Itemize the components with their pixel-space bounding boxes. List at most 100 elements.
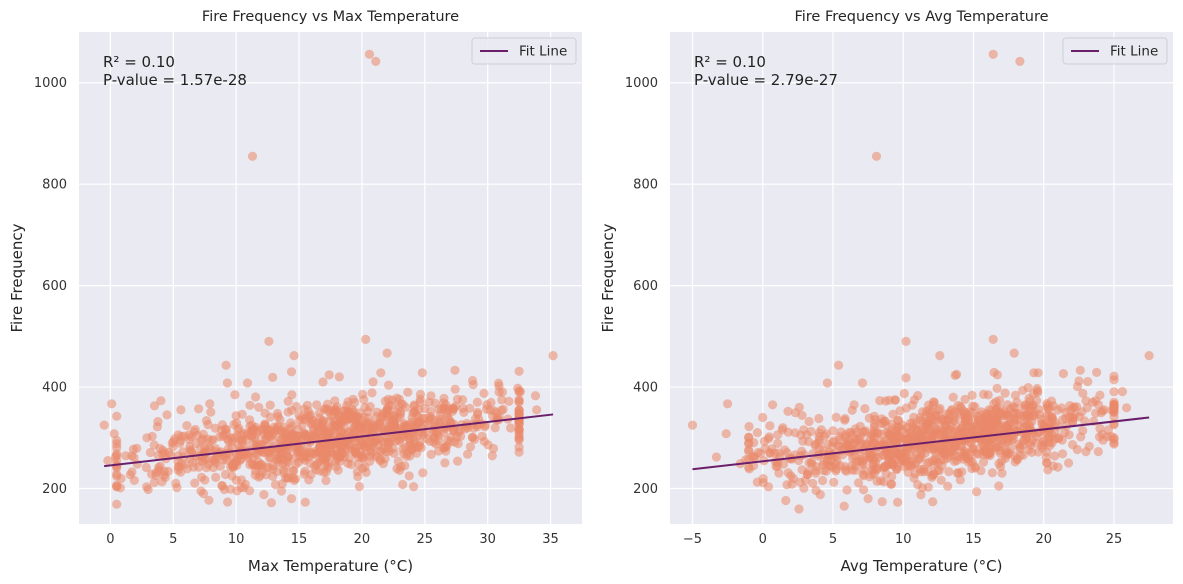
max-temp-data-point [194,404,204,414]
avg-temp-data-point [948,392,958,402]
avg-temp-data-point [1015,442,1025,452]
avg-temp-data-point [829,477,839,487]
avg-temp-data-point [778,423,788,433]
avg-temp-data-point [1109,371,1119,381]
max-temp-data-point [107,399,117,409]
avg-temp-data-point [988,49,998,59]
avg-temp-data-point [850,451,860,462]
avg-temp-data-point [995,395,1005,405]
max-temp-data-point [231,456,241,467]
avg-temp-data-point [839,501,849,511]
max-temp-data-point [291,401,301,412]
max-temp-data-point [322,399,333,409]
max-temp-data-point [486,397,496,408]
max-temp-data-point [289,351,299,361]
max-temp-data-point [159,466,169,477]
max-temp-data-point [158,445,168,455]
avg-temp-fit-line-group [692,416,1150,471]
max-temp-y-tick-label: 200 [42,482,67,497]
max-temp-data-point [344,440,354,450]
max-temp-data-point [352,413,362,423]
avg-temp-data-point [1000,388,1010,398]
max-temp-data-point [548,351,558,361]
avg-temp-data-point [1061,414,1071,424]
avg-temp-data-point [855,432,865,442]
max-temp-data-point [312,400,322,410]
max-temp-data-point [194,462,204,472]
avg-temp-y-tick-label: 200 [633,482,658,497]
avg-temp-data-point [799,483,809,493]
avg-temp-data-point [957,423,967,433]
max-temp-data-point [318,377,328,387]
avg-temp-points [687,49,1154,514]
max-temp-data-point [141,462,151,473]
max-temp-y-tick-label: 800 [42,178,67,193]
avg-temp-legend-box [1062,37,1168,65]
avg-temp-data-point [996,461,1006,472]
max-temp-x-tick-label: 30 [479,532,496,547]
max-temp-data-point [483,440,493,450]
avg-temp-data-point [880,416,890,426]
avg-temp-data-point [1047,412,1057,422]
max-temp-data-point [231,411,241,421]
max-temp-data-point [142,433,152,443]
max-temp-data-point [467,432,477,442]
max-temp-data-point [221,360,231,370]
avg-temp-data-point [865,451,875,461]
avg-temp-data-point [850,461,861,471]
max-temp-data-point [116,473,126,484]
max-temp-data-point [532,405,542,415]
max-temp-data-point [353,472,363,482]
avg-temp-data-point [912,426,922,436]
avg-temp-data-point [818,460,828,470]
avg-temp-data-point [895,406,905,416]
avg-temp-y-tick-label: 400 [633,381,658,396]
max-temp-data-point [431,439,441,449]
avg-temp-data-point [744,462,754,472]
max-temp-data-point [110,452,121,462]
max-temp-data-point [283,396,293,406]
avg-temp-data-point [773,438,783,448]
avg-temp-data-point [928,497,938,507]
max-temp-data-point [358,389,368,399]
max-temp-data-point [206,407,216,417]
avg-temp-data-point [797,410,807,420]
avg-temp-data-point [873,463,883,473]
avg-temp-data-point [858,469,868,479]
max-temp-data-point [257,462,267,472]
max-temp-data-point [336,426,346,436]
max-temp-data-point [377,418,387,428]
max-temp-data-point [396,462,406,472]
avg-temp-data-point [954,408,964,418]
avg-temp-data-point [744,439,754,449]
avg-temp-data-point [786,471,796,481]
avg-temp-x-tick-label: 20 [1035,532,1052,547]
max-temp-data-point [284,452,294,462]
max-temp-data-point [384,446,394,456]
avg-temp-data-point [1065,405,1076,415]
max-temp-data-point [491,408,502,418]
avg-temp-data-point [967,463,977,474]
avg-temp-y-tick-label: 600 [633,279,658,294]
avg-temp-data-point [853,478,864,488]
avg-temp-data-point [991,413,1001,423]
avg-temp-data-point [901,373,911,383]
max-temp-data-point [204,495,214,505]
max-temp-data-point [359,412,369,422]
max-temp-data-point [227,471,237,481]
avg-temp-data-point [992,370,1002,380]
max-temp-data-point [367,388,377,398]
max-temp-data-point [149,401,160,411]
max-temp-data-point [472,397,482,407]
max-temp-data-point [404,441,414,451]
max-temp-data-point [176,405,186,415]
max-temp-data-point [473,409,483,419]
max-temp-data-point [236,475,247,485]
max-temp-data-point [333,465,343,475]
avg-temp-data-point [917,407,928,417]
max-temp-data-point [321,475,331,486]
max-temp-data-point [487,451,497,461]
max-temp-data-point [357,437,367,447]
max-temp-x-tick-label: 15 [291,532,308,547]
avg-temp-data-point [992,383,1002,393]
